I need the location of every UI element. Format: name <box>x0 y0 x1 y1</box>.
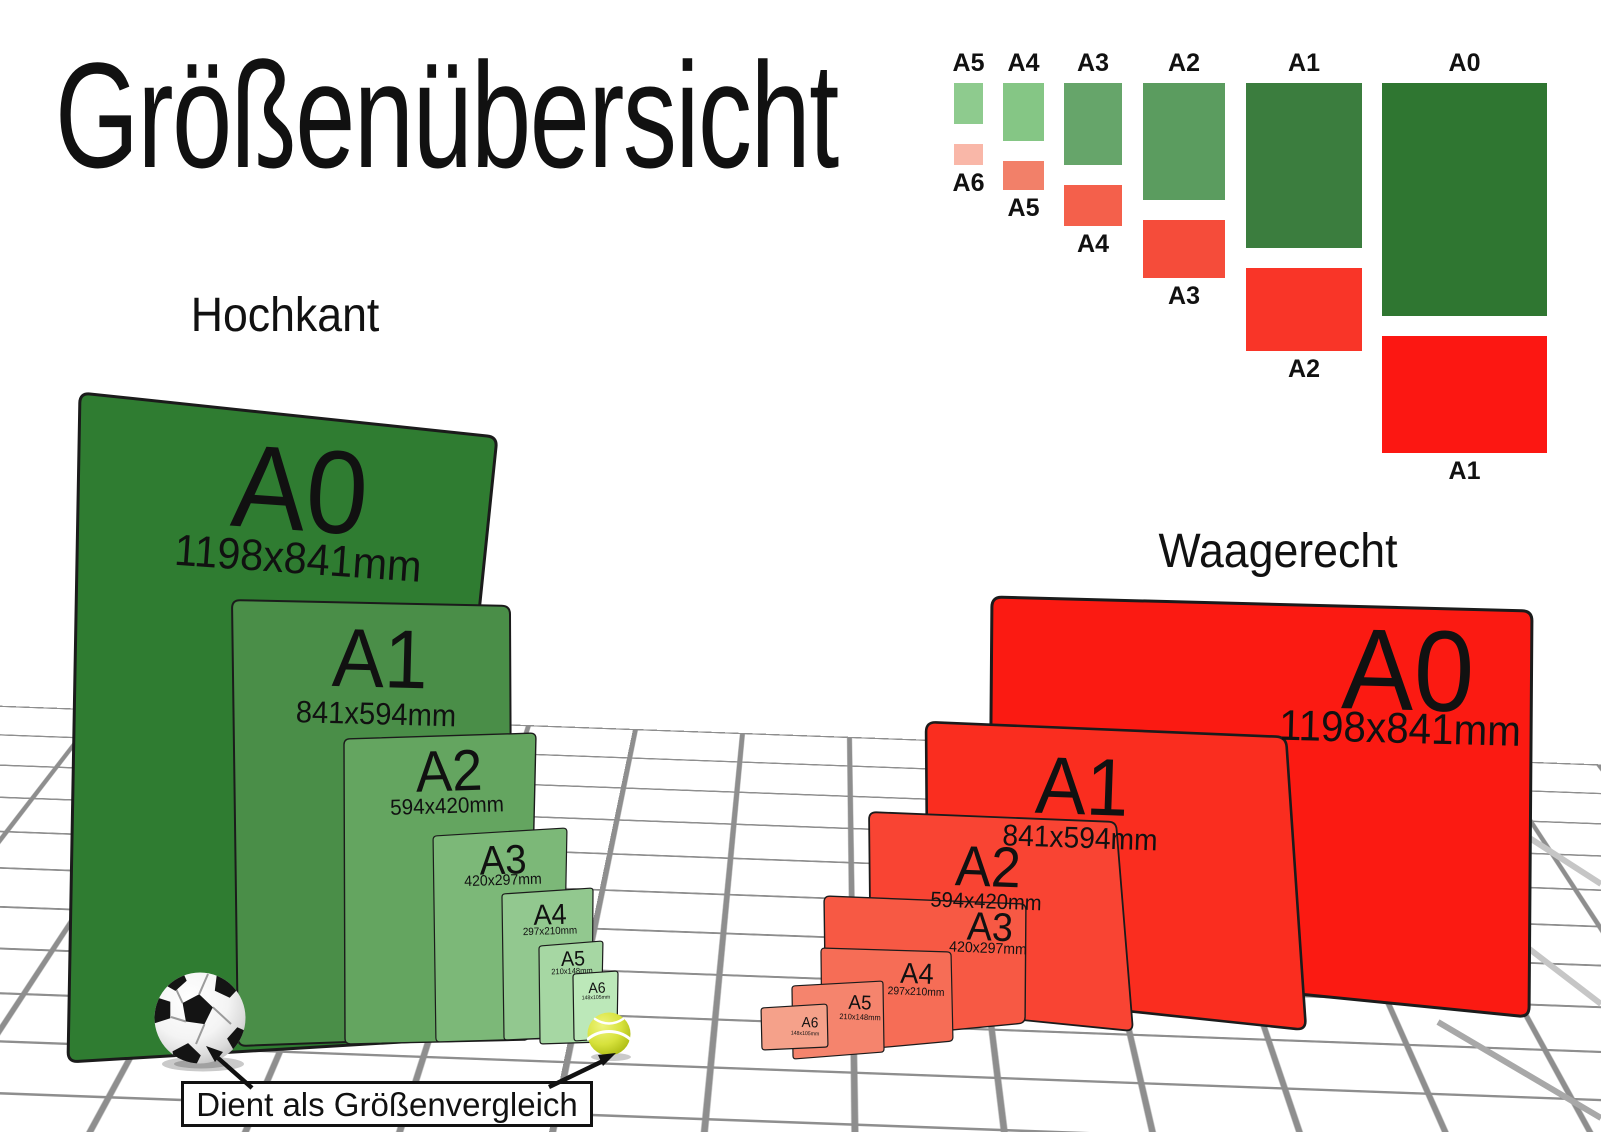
waagerecht-sheets <box>760 595 1534 1060</box>
arrow-to-tennis-ball <box>548 1053 616 1090</box>
page-title: Größenübersicht <box>55 31 839 199</box>
legend-landscape-swatch-a6 <box>954 144 983 165</box>
sheet-waagerecht-a6 <box>760 1003 829 1051</box>
hochkant-sheets <box>66 392 619 1063</box>
waagerecht-heading: Waagerecht <box>1158 525 1398 578</box>
legend-portrait-swatch-a0 <box>1382 83 1547 316</box>
legend-landscape-swatch-a2 <box>1246 268 1362 351</box>
legend-landscape-label-a6: A6 <box>952 169 985 197</box>
legend-landscape-label-a1: A1 <box>1448 457 1481 485</box>
soccer-ball <box>154 972 246 1064</box>
legend-landscape-label-a2: A2 <box>1288 355 1320 383</box>
legend-portrait-swatch-a2 <box>1143 83 1225 200</box>
arrow-to-soccer-ball <box>206 1046 254 1090</box>
legend-landscape-swatch-a3 <box>1143 220 1225 278</box>
legend-portrait-label-a0: A0 <box>1448 49 1481 77</box>
legend-landscape-label-a3: A3 <box>1168 282 1200 310</box>
legend-landscape-swatch-a5 <box>1003 161 1044 190</box>
legend-portrait-label-a1: A1 <box>1288 49 1320 77</box>
legend-landscape-swatch-a4 <box>1064 185 1122 226</box>
legend-landscape-label-a4: A4 <box>1077 230 1109 258</box>
legend-portrait-label-a4: A4 <box>1007 49 1040 77</box>
legend-portrait-swatch-a1 <box>1246 83 1362 248</box>
legend-portrait-label-a3: A3 <box>1077 49 1109 77</box>
hochkant-heading: Hochkant <box>190 289 380 342</box>
legend-landscape-swatch-a1 <box>1382 336 1547 453</box>
legend-portrait-label-a5: A5 <box>952 49 985 77</box>
legend-portrait-label-a2: A2 <box>1168 49 1200 77</box>
soccer-seams <box>170 973 232 1045</box>
legend-portrait-swatch-a3 <box>1064 83 1122 165</box>
legend-portrait-swatch-a4 <box>1003 83 1044 141</box>
legend-landscape-label-a5: A5 <box>1007 194 1040 222</box>
tennis-ball <box>587 1012 631 1056</box>
legend-portrait-swatch-a5 <box>954 83 983 124</box>
